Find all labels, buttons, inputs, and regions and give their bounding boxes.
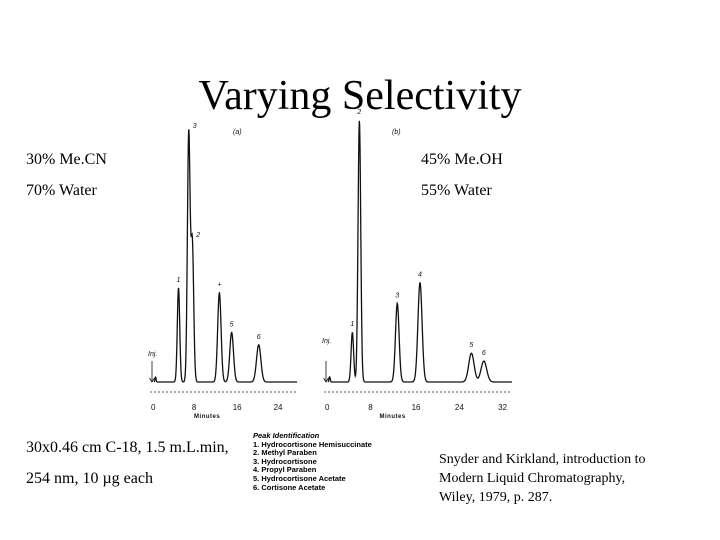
injection-label: Inj.: [322, 338, 331, 345]
peak-label: 4: [418, 271, 422, 278]
citation-line-3: Wiley, 1979, p. 287.: [439, 490, 553, 505]
peak-id-item: 5. Hydrocortisone Acetate: [253, 473, 346, 483]
peak-label: 5: [469, 342, 473, 349]
panel-label: (a): [233, 129, 242, 136]
peak-id-item: 3. Hydrocortisone: [253, 456, 317, 466]
left-condition-water: 70% Water: [26, 182, 97, 199]
peak-identification: Peak Identification 1. Hydrocortisone He…: [253, 431, 433, 492]
x-tick-label: 32: [498, 403, 507, 412]
right-condition-solvent: 45% Me.OH: [421, 151, 503, 168]
peak-label: 2: [195, 232, 200, 239]
peak-label: 6: [482, 350, 486, 357]
x-tick-label: 8: [192, 403, 197, 412]
x-tick-label: 8: [368, 403, 373, 412]
peak-label: 1: [350, 321, 354, 328]
peak-id-item: 6. Cortisone Acetate: [253, 482, 326, 492]
peak-label: 2: [356, 109, 361, 116]
left-condition-solvent: 30% Me.CN: [26, 151, 107, 168]
x-tick-label: 0: [151, 403, 156, 412]
peak-label: +: [217, 282, 221, 289]
chromatogram-trace: [153, 129, 297, 383]
peak-label: 1: [177, 277, 181, 284]
injection-arrow: [149, 377, 155, 383]
citation-line-1: Snyder and Kirkland, introduction to: [439, 452, 646, 467]
x-axis-label: Minutes: [194, 414, 220, 420]
peak-id-item: 4. Propyl Paraben: [253, 465, 317, 475]
peak-id-item: 1. Hydrocortisone Hemisuccinate: [253, 439, 372, 449]
right-condition-water: 55% Water: [421, 182, 492, 199]
detection-conditions: 254 nm, 10 µg each: [26, 470, 153, 487]
peak-label: 3: [395, 292, 399, 299]
x-tick-label: 16: [233, 403, 242, 412]
injection-label: Inj.: [148, 351, 157, 358]
peak-label: 5: [230, 321, 234, 328]
injection-arrow: [323, 377, 329, 383]
panel-label: (b): [392, 129, 401, 136]
x-axis-label: Minutes: [380, 414, 406, 420]
column-conditions: 30x0.46 cm C-18, 1.5 m.L.min,: [26, 439, 229, 456]
page-title: Varying Selectivity: [198, 73, 522, 119]
peak-label: 6: [257, 334, 261, 341]
x-tick-label: 24: [455, 403, 464, 412]
x-tick-label: 16: [412, 403, 421, 412]
chromatogram-trace: [327, 120, 512, 383]
citation-line-2: Modern Liquid Chromatography,: [439, 471, 626, 486]
peak-label: 3: [193, 123, 197, 130]
x-tick-label: 0: [325, 403, 330, 412]
x-tick-label: 24: [274, 403, 283, 412]
peak-id-item: 2. Methyl Paraben: [253, 448, 317, 458]
peak-identification-heading: Peak Identification: [253, 431, 320, 440]
